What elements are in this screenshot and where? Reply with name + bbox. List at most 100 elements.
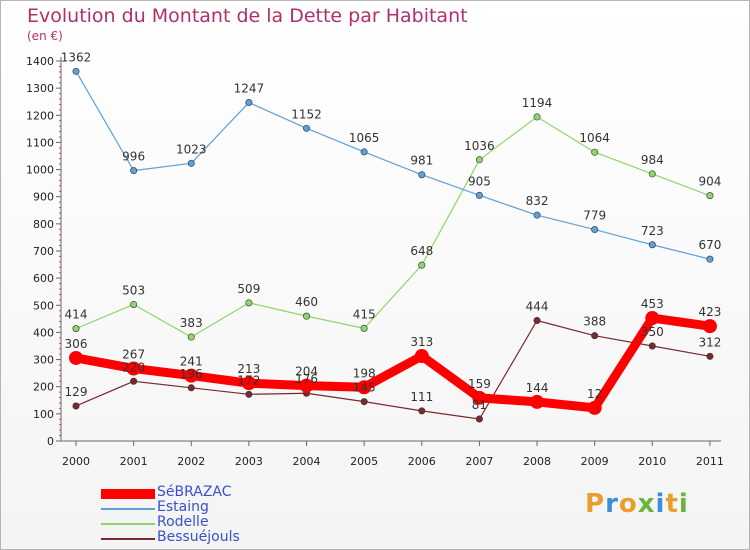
logo-letter: x bbox=[637, 489, 656, 519]
data-point bbox=[418, 171, 426, 179]
data-label: 1362 bbox=[61, 50, 92, 64]
data-label: 204 bbox=[295, 365, 318, 379]
data-point bbox=[303, 312, 311, 320]
data-label: 1023 bbox=[176, 142, 207, 156]
data-point bbox=[69, 350, 83, 365]
x-tick-label: 2003 bbox=[235, 455, 263, 468]
data-point bbox=[245, 99, 253, 107]
y-tick-label: 0 bbox=[47, 435, 54, 448]
y-tick-label: 600 bbox=[33, 272, 54, 285]
y-tick-label: 300 bbox=[33, 354, 54, 367]
data-label: 453 bbox=[641, 297, 664, 311]
data-label: 111 bbox=[410, 390, 433, 404]
data-label: 444 bbox=[526, 299, 549, 313]
series-line bbox=[75, 116, 711, 338]
y-tick-label: 200 bbox=[33, 381, 54, 394]
data-point bbox=[72, 325, 80, 333]
data-point bbox=[706, 255, 714, 263]
series-line bbox=[75, 319, 711, 420]
y-tick-label: 1100 bbox=[26, 136, 54, 149]
logo-letter: i bbox=[678, 489, 689, 519]
data-label: 1194 bbox=[522, 96, 553, 110]
data-label: 996 bbox=[122, 150, 145, 164]
data-point bbox=[475, 415, 483, 423]
data-label: 350 bbox=[641, 325, 664, 339]
y-tick-label: 800 bbox=[33, 218, 54, 231]
data-point bbox=[475, 191, 483, 199]
data-label: 779 bbox=[583, 209, 606, 223]
y-tick-label: 700 bbox=[33, 245, 54, 258]
data-point bbox=[591, 148, 599, 156]
data-label: 220 bbox=[122, 360, 145, 374]
data-label: 241 bbox=[180, 355, 203, 369]
data-point bbox=[130, 300, 138, 308]
data-point bbox=[245, 299, 253, 307]
data-point bbox=[533, 211, 541, 219]
data-label: 12 bbox=[587, 387, 602, 401]
proxiti-logo: Proxiti bbox=[585, 489, 689, 519]
data-label: 984 bbox=[641, 153, 664, 167]
data-label: 176 bbox=[295, 372, 318, 386]
data-point bbox=[360, 398, 368, 406]
data-label: 648 bbox=[410, 244, 433, 258]
data-label: 423 bbox=[698, 305, 721, 319]
x-tick-label: 2009 bbox=[581, 455, 609, 468]
data-label: 670 bbox=[698, 238, 721, 252]
data-point bbox=[648, 170, 656, 178]
x-tick-label: 2001 bbox=[120, 455, 148, 468]
series-line bbox=[75, 70, 711, 260]
data-point bbox=[299, 378, 314, 393]
legend-label: Estaing bbox=[157, 499, 209, 515]
data-label: 172 bbox=[237, 373, 260, 387]
data-label: 503 bbox=[122, 283, 145, 297]
y-tick-label: 1400 bbox=[26, 55, 54, 68]
data-point bbox=[130, 377, 138, 385]
data-point bbox=[187, 159, 195, 167]
data-label: 144 bbox=[526, 381, 549, 395]
logo-letter: r bbox=[605, 489, 619, 519]
data-point bbox=[187, 333, 195, 341]
y-tick-label: 500 bbox=[33, 299, 54, 312]
data-point bbox=[72, 67, 80, 75]
data-label: 129 bbox=[65, 385, 88, 399]
data-label: 213 bbox=[237, 362, 260, 376]
y-tick-label: 1000 bbox=[26, 164, 54, 177]
y-tick-label: 1200 bbox=[26, 109, 54, 122]
data-label: 414 bbox=[65, 308, 88, 322]
data-label: 723 bbox=[641, 224, 664, 238]
x-tick-label: 2010 bbox=[638, 455, 666, 468]
data-label: 1152 bbox=[291, 107, 322, 121]
data-label: 509 bbox=[237, 282, 260, 296]
data-point bbox=[706, 352, 714, 360]
data-point bbox=[303, 124, 311, 132]
legend-swatch bbox=[101, 489, 155, 499]
data-point bbox=[587, 400, 602, 415]
data-label: 313 bbox=[410, 335, 433, 349]
data-label: 145 bbox=[353, 381, 376, 395]
data-point bbox=[475, 156, 483, 164]
chart-title: Evolution du Montant de la Dette par Hab… bbox=[27, 5, 468, 27]
data-label: 1247 bbox=[234, 82, 265, 96]
data-label: 905 bbox=[468, 174, 491, 188]
data-point bbox=[360, 148, 368, 156]
data-label: 981 bbox=[410, 154, 433, 168]
data-label: 267 bbox=[122, 348, 145, 362]
x-tick-label: 2011 bbox=[696, 455, 724, 468]
data-point bbox=[357, 380, 372, 395]
x-tick-label: 2000 bbox=[62, 455, 90, 468]
legend-swatch bbox=[101, 538, 155, 540]
data-point bbox=[702, 319, 717, 334]
logo-letter: t bbox=[665, 489, 679, 519]
data-point bbox=[241, 376, 256, 391]
data-point bbox=[184, 368, 199, 383]
data-point bbox=[418, 261, 426, 269]
data-label: 415 bbox=[353, 307, 376, 321]
data-point bbox=[414, 349, 429, 364]
logo-letter: i bbox=[655, 489, 666, 519]
legend-label: SéBRAZAC bbox=[157, 484, 232, 500]
data-point bbox=[360, 324, 368, 332]
x-tick-label: 2005 bbox=[350, 455, 378, 468]
logo-letter: o bbox=[618, 489, 638, 519]
data-label: 1065 bbox=[349, 131, 380, 145]
